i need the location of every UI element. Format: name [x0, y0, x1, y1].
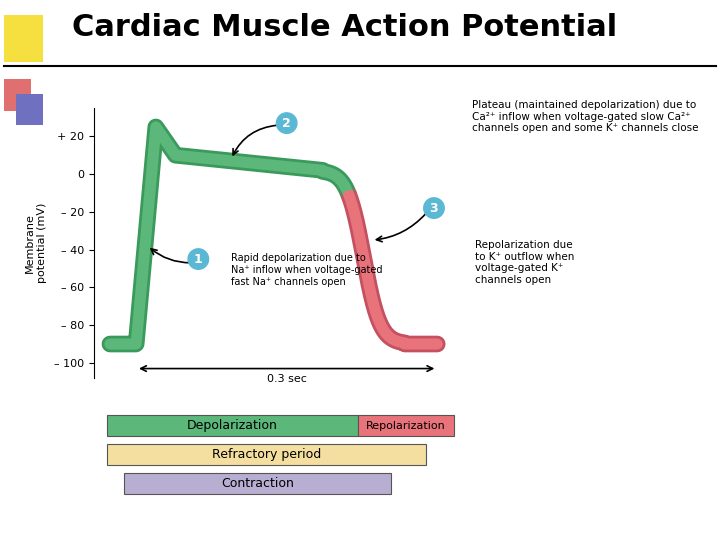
Text: Contraction: Contraction — [221, 477, 294, 490]
Text: Cardiac Muscle Action Potential: Cardiac Muscle Action Potential — [72, 14, 617, 43]
Text: Repolarization: Repolarization — [366, 421, 446, 430]
Text: 1: 1 — [194, 253, 203, 266]
Text: Depolarization: Depolarization — [187, 419, 278, 432]
Text: Repolarization due
to K⁺ outflow when
voltage-gated K⁺
channels open: Repolarization due to K⁺ outflow when vo… — [475, 240, 575, 285]
Text: Plateau (maintained depolarization) due to
Ca²⁺ inflow when voltage-gated slow C: Plateau (maintained depolarization) due … — [472, 100, 698, 133]
Text: 3: 3 — [430, 201, 438, 214]
Text: Refractory period: Refractory period — [212, 448, 321, 461]
Text: Rapid depolarization due to
Na⁺ inflow when voltage-gated
fast Na⁺ channels open: Rapid depolarization due to Na⁺ inflow w… — [231, 253, 382, 287]
Y-axis label: Membrane
potential (mV): Membrane potential (mV) — [25, 203, 47, 283]
Text: 0.3 sec: 0.3 sec — [266, 374, 307, 384]
Text: 2: 2 — [282, 117, 291, 130]
